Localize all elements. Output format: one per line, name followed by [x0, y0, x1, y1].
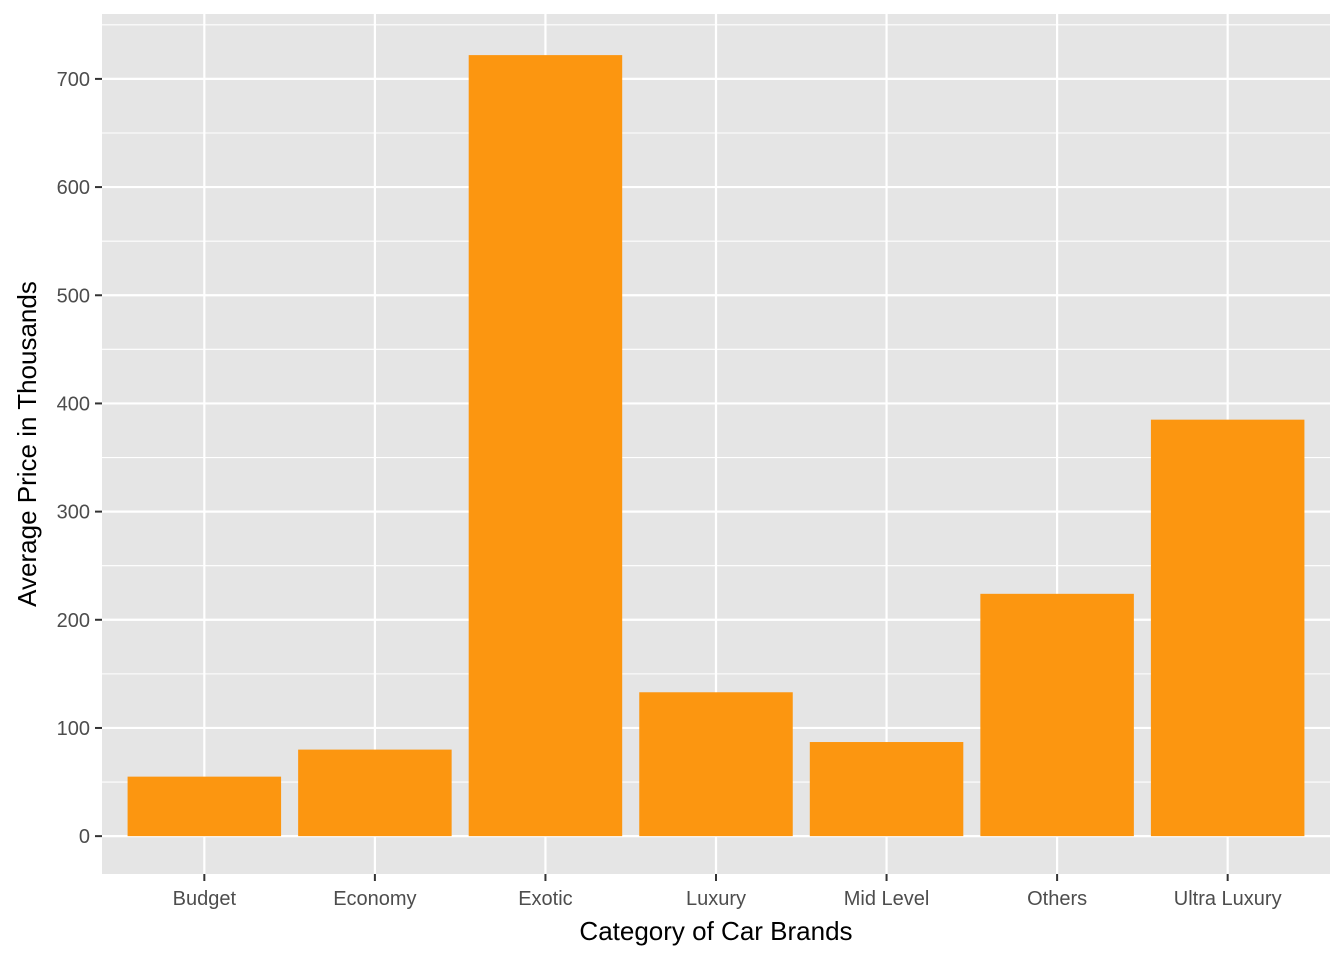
y-tick-label: 200: [57, 610, 90, 632]
x-tick-label: Luxury: [686, 888, 746, 910]
x-tick-label: Budget: [173, 888, 237, 910]
y-axis: 0 100 200 300 400 500 600 700: [57, 69, 102, 848]
bar-others: [980, 593, 1134, 837]
x-axis-title: Category of Car Brands: [579, 916, 852, 946]
x-tick-label: Others: [1027, 888, 1087, 910]
y-tick-label: 600: [57, 177, 90, 199]
bar-ultra-luxury: [1150, 419, 1305, 837]
x-tick-label: Exotic: [518, 888, 572, 910]
y-axis-title: Average Price in Thousands: [12, 281, 42, 607]
y-tick-label: 300: [57, 502, 90, 524]
y-tick-label: 500: [57, 285, 90, 307]
bar-budget: [127, 776, 282, 837]
x-tick-label: Mid Level: [844, 888, 930, 910]
x-axis: Budget Economy Exotic Luxury Mid Level Others…: [173, 874, 1282, 910]
y-tick-label: 700: [57, 69, 90, 91]
bars: [127, 55, 1305, 837]
bar-mid-level: [809, 742, 964, 837]
y-tick-label: 100: [57, 718, 90, 740]
x-tick-label: Economy: [333, 888, 416, 910]
bar-luxury: [639, 692, 793, 837]
y-tick-label: 400: [57, 393, 90, 415]
x-tick-label: Ultra Luxury: [1174, 888, 1282, 910]
bar-economy: [298, 749, 452, 837]
y-tick-label: 0: [79, 826, 90, 848]
bar-exotic: [468, 55, 623, 837]
